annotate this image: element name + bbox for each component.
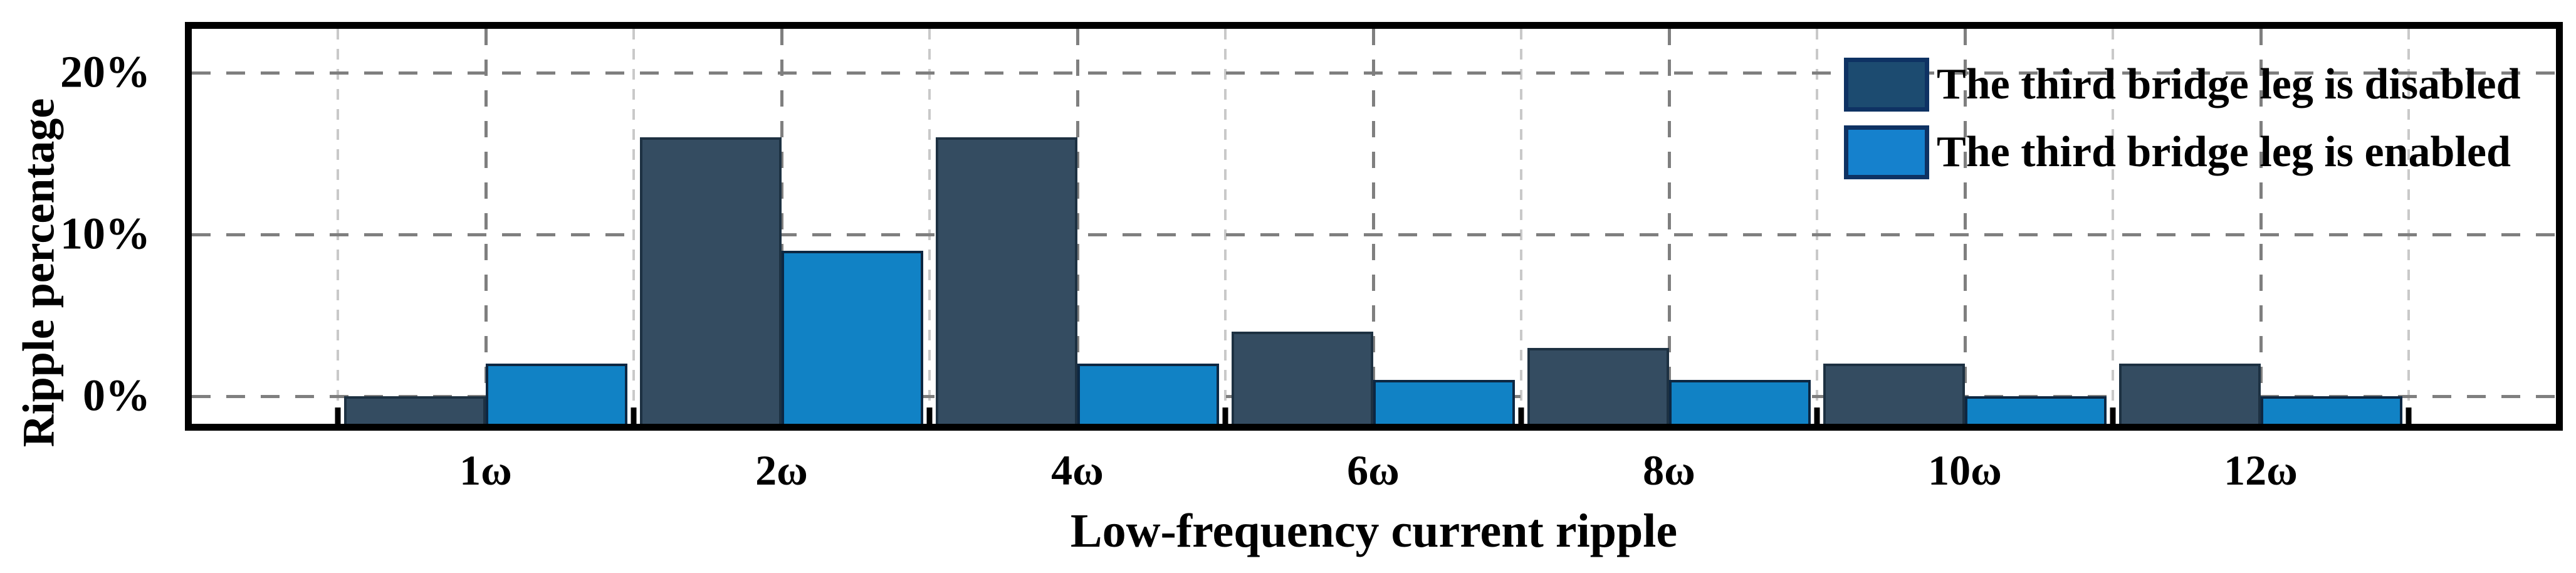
x-tick-label-12ω: 12ω — [2224, 446, 2298, 494]
legend-item-enabled: The third bridge leg is enabled — [1844, 125, 2521, 179]
legend-swatch-disabled — [1844, 58, 1929, 112]
v-gridline-minor — [2112, 29, 2114, 424]
v-gridline-minor — [632, 29, 635, 424]
legend-label-disabled: The third bridge leg is disabled — [1937, 60, 2521, 108]
y-tick-label-0%: 0% — [83, 370, 150, 421]
bar-enabled-10ω — [1965, 396, 2107, 424]
x-tick-mark — [631, 407, 637, 424]
x-tick-label-2ω: 2ω — [755, 446, 808, 494]
plot-inner — [192, 29, 2556, 424]
h-gridline-20% — [192, 71, 2556, 75]
v-gridline-minor — [1224, 29, 1227, 424]
x-tick-mark — [335, 407, 341, 424]
legend-item-disabled: The third bridge leg is disabled — [1844, 58, 2521, 112]
v-gridline-minor — [928, 29, 931, 424]
v-gridline-major — [2259, 29, 2263, 424]
legend-swatch-enabled — [1844, 125, 1929, 179]
x-tick-label-1ω: 1ω — [459, 446, 512, 494]
x-tick-mark — [1222, 407, 1228, 424]
x-tick-label-8ω: 8ω — [1643, 446, 1695, 494]
bar-disabled-1ω — [344, 396, 486, 424]
y-tick-label-20%: 20% — [60, 46, 150, 97]
x-tick-label-6ω: 6ω — [1347, 446, 1400, 494]
x-axis-title: Low-frequency current ripple — [1070, 505, 1678, 557]
v-gridline-major — [1372, 29, 1375, 424]
bar-disabled-8ω — [1527, 348, 1669, 424]
bar-enabled-6ω — [1373, 380, 1515, 424]
v-gridline-major — [780, 29, 783, 424]
v-gridline-minor — [2407, 29, 2410, 424]
bar-enabled-8ω — [1669, 380, 1811, 424]
x-tick-label-4ω: 4ω — [1051, 446, 1104, 494]
bar-disabled-12ω — [2119, 364, 2261, 424]
bar-enabled-2ω — [782, 251, 923, 424]
x-tick-mark — [926, 407, 933, 424]
x-tick-label-10ω: 10ω — [1928, 446, 2002, 494]
bar-disabled-10ω — [1823, 364, 1965, 424]
v-gridline-minor — [1520, 29, 1522, 424]
v-gridline-minor — [337, 29, 339, 424]
v-gridline-major — [1668, 29, 1671, 424]
x-tick-mark — [2110, 407, 2116, 424]
x-tick-mark — [1814, 407, 1820, 424]
v-gridline-minor — [1816, 29, 1818, 424]
bar-enabled-1ω — [486, 364, 627, 424]
y-tick-label-10%: 10% — [60, 208, 150, 259]
bar-disabled-2ω — [640, 137, 782, 424]
bar-disabled-4ω — [936, 137, 1077, 424]
plot-area — [185, 22, 2563, 431]
legend-label-enabled: The third bridge leg is enabled — [1937, 128, 2511, 176]
h-gridline-10% — [192, 233, 2556, 236]
bar-disabled-6ω — [1232, 332, 1373, 424]
x-tick-mark — [1518, 407, 1524, 424]
bar-enabled-4ω — [1077, 364, 1219, 424]
v-gridline-major — [1964, 29, 1967, 424]
x-tick-mark — [2406, 407, 2412, 424]
legend: The third bridge leg is disabled The thi… — [1844, 58, 2521, 193]
v-gridline-major — [1076, 29, 1079, 424]
bar-enabled-12ω — [2261, 396, 2402, 424]
v-gridline-major — [484, 29, 488, 424]
